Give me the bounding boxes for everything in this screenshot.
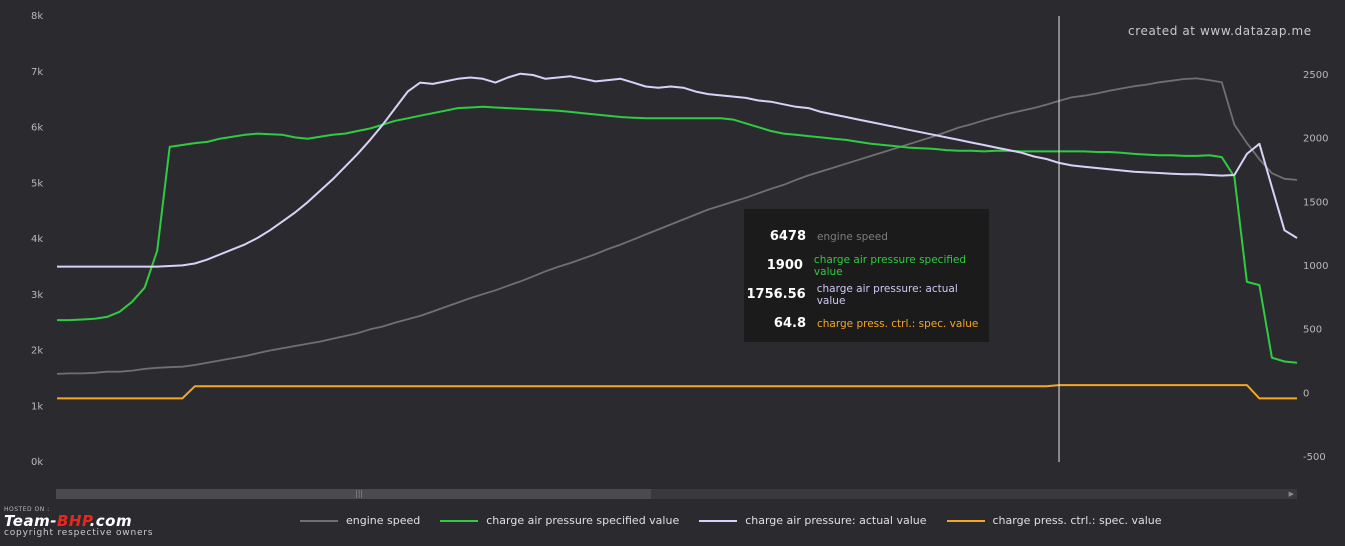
legend-line-icon (300, 519, 338, 522)
legend-item-spec-pressure[interactable]: charge air pressure specified value (440, 514, 679, 527)
watermark-text: created at www.datazap.me (1128, 24, 1312, 38)
series-line-charge-air-pressure-specified-value (57, 105, 1298, 364)
range-scrollbar[interactable]: ◀ ||| ▶ (56, 489, 1297, 499)
logo-part: .com (89, 512, 133, 530)
tooltip-row-spec-pressure: 1900 charge air pressure specified value (744, 251, 989, 280)
right-axis: -500 0 500 1000 1500 2000 2500 (1303, 70, 1328, 463)
legend-item-ctrl-spec[interactable]: charge press. ctrl.: spec. value (946, 514, 1162, 527)
legend-item-actual-pressure[interactable]: charge air pressure: actual value (699, 514, 927, 527)
left-axis-tick-label: 4k (31, 234, 43, 245)
left-axis-tick-label: 7k (31, 67, 43, 78)
tooltip-series-name: charge air pressure: actual value (816, 282, 958, 307)
tooltip-value: 1756.56 (746, 287, 806, 302)
scrollbar-thumb[interactable]: ||| (56, 489, 651, 499)
series-lines (56, 72, 1298, 400)
data-tooltip: 6478 engine speed 1900 charge air pressu… (744, 209, 989, 342)
left-axis-tick-label: 0k (31, 457, 43, 468)
logo-part: BHP (56, 512, 90, 530)
tooltip-value: 64.8 (773, 316, 806, 331)
legend-label: charge press. ctrl.: spec. value (992, 514, 1162, 527)
right-axis-tick-label: 500 (1303, 325, 1322, 336)
right-axis-tick-label: 2000 (1303, 134, 1328, 145)
left-axis-tick-label: 6k (31, 123, 43, 134)
tooltip-row-engine-speed: 6478 engine speed (744, 222, 989, 251)
legend-label: engine speed (346, 514, 421, 527)
tooltip-value: 6478 (769, 229, 806, 244)
chart-legend: engine speed charge air pressure specifi… (300, 514, 1182, 527)
logo-hosted-text: HOSTED ON : (4, 506, 50, 513)
legend-label: charge air pressure: actual value (745, 514, 927, 527)
logo-tagline: copyright respective owners (4, 528, 154, 538)
left-axis-tick-label: 1k (31, 401, 43, 412)
tooltip-row-ctrl-spec: 64.8 charge press. ctrl.: spec. value (744, 309, 989, 338)
logo-wordmark: Team-BHP.com (4, 513, 153, 529)
right-axis-tick-label: 0 (1303, 388, 1309, 399)
scroll-right-icon[interactable]: ▶ (1288, 490, 1294, 498)
left-axis-tick-label: 5k (31, 178, 43, 189)
right-axis-tick-label: 1000 (1303, 261, 1328, 272)
team-bhp-logo: HOSTED ON : Team-BHP.com copyright respe… (4, 506, 153, 538)
right-axis-tick-label: 2500 (1303, 70, 1328, 81)
legend-line-icon (946, 519, 985, 522)
tooltip-series-name: charge press. ctrl.: spec. value (817, 317, 979, 330)
grip-icon: ||| (355, 489, 364, 498)
tooltip-series-name: charge air pressure specified value (813, 253, 967, 278)
legend-item-engine-speed[interactable]: engine speed (300, 514, 420, 527)
legend-label: charge air pressure specified value (486, 514, 680, 527)
left-axis-tick-label: 3k (31, 290, 43, 301)
tooltip-row-actual-pressure: 1756.56 charge air pressure: actual valu… (744, 280, 989, 309)
tooltip-value: 1900 (766, 258, 803, 273)
right-axis-tick-label: 1500 (1303, 197, 1328, 208)
left-axis: 0k 1k 2k 3k 4k 5k 6k 7k 8k (31, 11, 43, 468)
series-line-engine-speed (56, 77, 1298, 375)
legend-line-icon (699, 519, 738, 522)
left-axis-tick-label: 2k (31, 346, 43, 357)
series-line-charge-air-pressure-actual-value (57, 72, 1298, 268)
series-line-charge-press-ctrl-spec-value (57, 384, 1297, 400)
tooltip-series-name: engine speed (817, 230, 888, 243)
legend-line-icon (440, 519, 479, 522)
logo-part: Team- (4, 512, 57, 530)
right-axis-tick-label: -500 (1303, 452, 1326, 463)
left-axis-tick-label: 8k (31, 11, 43, 22)
